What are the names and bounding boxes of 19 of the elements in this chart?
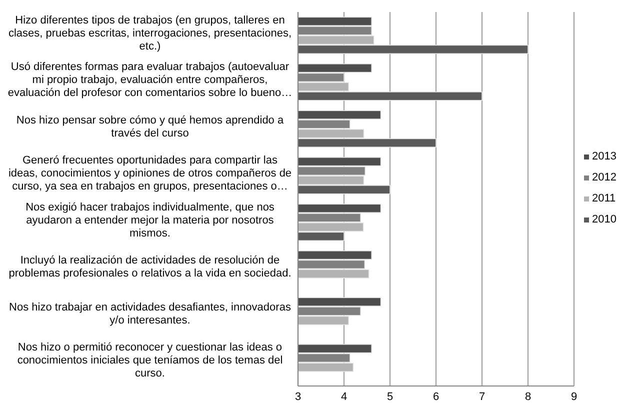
- y-tick-label: Generó frecuentes oportunidades para compartir las ideas, conocimientos y opiniones de otros compañeros de curso, ya sea en trabajos en grupos, presentaciones o…: [8, 154, 292, 193]
- legend-label: 2013: [592, 150, 616, 162]
- x-tick-label: 8: [524, 391, 532, 403]
- y-tick-label: Incluyó la realización de actividades de resolución de problemas profesionales o relativos a la vida en sociedad.: [8, 254, 292, 280]
- y-tick-label: Usó diferentes formas para evaluar trabajos (autoevaluar mi propio trabajo, evaluación entre compañeros, evaluación del profesor con comentarios sobre lo bueno…: [8, 61, 292, 100]
- y-tick-label: Nos hizo pensar sobre cómo y qué hemos aprendido a través del curso: [16, 114, 284, 140]
- x-tick-label: 7: [478, 391, 486, 403]
- x-tick-label: 6: [432, 391, 440, 403]
- y-tick-label: Nos exigió hacer trabajos individualmente, que nos ayudaron a entender mejor la materia por nosotros mismos.: [26, 201, 275, 240]
- y-tick-label: Hizo diferentes tipos de trabajos (en grupos, talleres en clases, pruebas escritas, interrogaciones, presentaciones, etc.): [8, 14, 292, 52]
- x-tick-label: 3: [294, 391, 302, 403]
- x-tick-label: 4: [340, 391, 348, 403]
- legend-label: 2011: [592, 192, 616, 204]
- legend-label: 2010: [592, 214, 616, 226]
- x-tick-label: 9: [570, 391, 578, 403]
- legend-label: 2012: [592, 172, 616, 184]
- y-tick-label: Nos hizo o permitió reconocer y cuestionar las ideas o conocimientos iniciales que teníamos de los temas del curso.: [17, 342, 283, 380]
- x-tick-label: 5: [386, 391, 394, 403]
- y-tick-label: Nos hizo trabajar en actividades desafiantes, innovadoras y/o interesantes.: [9, 301, 292, 326]
